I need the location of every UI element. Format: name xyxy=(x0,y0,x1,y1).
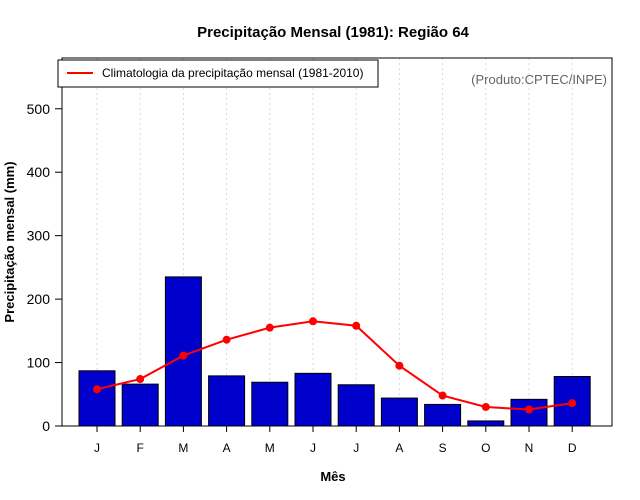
x-tick-label: S xyxy=(439,441,447,455)
climatology-polyline xyxy=(96,320,573,411)
y-axis: 0 100 200 300 400 500 xyxy=(27,101,62,434)
credit-annotation: (Produto:CPTEC/INPE) xyxy=(471,72,607,87)
x-tick-label: J xyxy=(94,441,100,455)
bar xyxy=(251,381,289,427)
climatology-point xyxy=(525,405,533,414)
y-tick-label: 100 xyxy=(27,355,51,371)
x-tick-label: J xyxy=(353,441,359,455)
bar xyxy=(78,370,116,427)
x-tick-label: J xyxy=(310,441,316,455)
x-tick-label: O xyxy=(481,441,490,455)
y-tick-label: 0 xyxy=(42,418,50,434)
y-tick-label: 400 xyxy=(27,164,51,180)
plot-frame xyxy=(61,57,613,427)
bar xyxy=(380,397,418,427)
bar xyxy=(294,372,332,427)
bars xyxy=(78,276,591,427)
bar xyxy=(208,375,246,427)
climatology-point xyxy=(93,385,101,394)
y-tick-label: 500 xyxy=(27,101,51,117)
chart-title: Precipitação Mensal (1981): Região 64 xyxy=(197,24,469,41)
legend-box xyxy=(57,59,379,88)
climatology-point xyxy=(179,351,188,360)
climatology-point xyxy=(481,402,490,411)
x-tick-label: N xyxy=(525,441,534,455)
x-tick-label: M xyxy=(178,441,188,455)
bar xyxy=(121,383,159,427)
x-tick-label: M xyxy=(265,441,275,455)
y-tick-label: 300 xyxy=(27,228,51,244)
legend: Climatologia da precipitação mensal (198… xyxy=(57,59,379,88)
x-tick-label: D xyxy=(568,441,577,455)
bar xyxy=(424,403,462,427)
climatology-point xyxy=(395,361,404,370)
x-tick-label: F xyxy=(137,441,144,455)
climatology-point xyxy=(222,335,231,344)
climatology-point xyxy=(438,391,447,400)
climatology-point xyxy=(568,399,577,408)
bar xyxy=(337,384,375,427)
bar xyxy=(467,420,505,427)
x-tick-label: A xyxy=(395,441,403,455)
legend-label: Climatologia da precipitação mensal (198… xyxy=(102,66,363,80)
climatology-point xyxy=(136,375,145,384)
y-tick-label: 200 xyxy=(27,291,51,307)
climatology-line xyxy=(93,317,577,414)
climatology-point xyxy=(309,317,317,326)
x-tick-label: A xyxy=(223,441,231,455)
y-axis-title: Precipitação mensal (mm) xyxy=(2,161,17,322)
climatology-point xyxy=(265,323,274,332)
x-axis-title: Mês xyxy=(320,469,345,484)
climatology-point xyxy=(352,321,361,330)
